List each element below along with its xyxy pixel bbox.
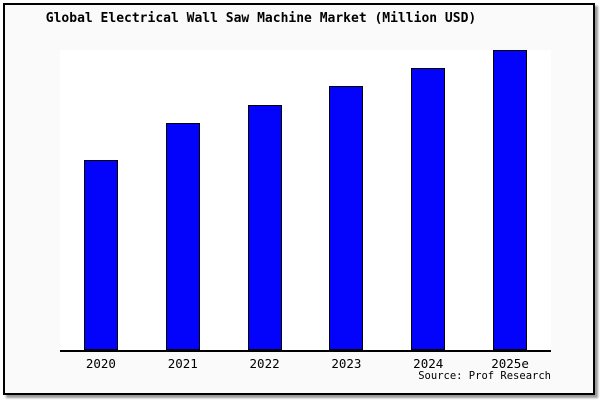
bar-2024 <box>411 68 446 350</box>
x-tick-label-2020: 2020 <box>85 356 116 371</box>
bar-2023 <box>329 86 364 350</box>
x-tick-label-2024: 2024 <box>413 356 444 371</box>
bar-slot-2023 <box>305 50 387 350</box>
x-axis-labels: 2020 2021 2022 2023 2024 2025e <box>60 356 551 371</box>
x-tick-label-2023: 2023 <box>331 356 362 371</box>
source-note: Source: Prof Research <box>418 370 551 382</box>
x-tick-label-2022: 2022 <box>249 356 280 371</box>
plot-area <box>60 50 551 352</box>
bar-slot-2022 <box>224 50 306 350</box>
bar-2020 <box>83 160 118 350</box>
bar-slot-2025e <box>469 50 551 350</box>
bar-slot-2024 <box>387 50 469 350</box>
bar-2025e <box>493 50 528 350</box>
x-tick-label-2025e: 2025e <box>491 356 529 371</box>
bar-slot-2021 <box>142 50 224 350</box>
bar-2021 <box>165 123 200 350</box>
bar-slot-2020 <box>60 50 142 350</box>
chart-title: Global Electrical Wall Saw Machine Marke… <box>45 11 477 26</box>
x-tick-label-2021: 2021 <box>167 356 198 371</box>
chart-figure: Global Electrical Wall Saw Machine Marke… <box>3 3 595 395</box>
bar-2022 <box>247 105 282 350</box>
